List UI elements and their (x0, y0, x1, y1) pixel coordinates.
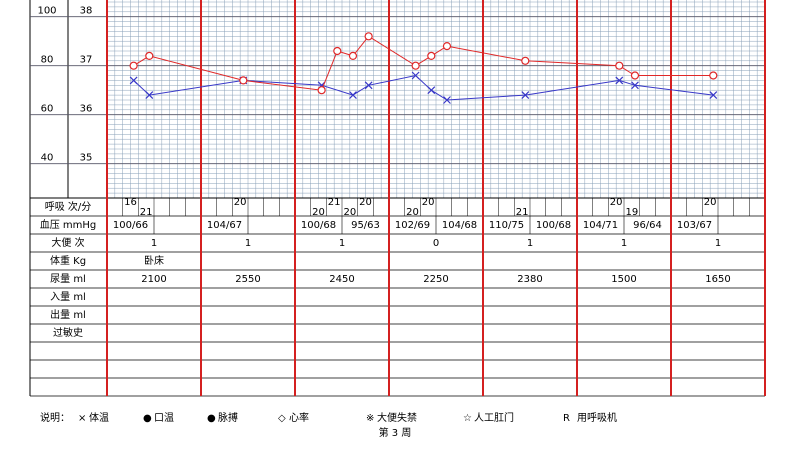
y2-tick-label: 80 (41, 55, 54, 66)
day-value: 2100 (141, 274, 166, 285)
row-label: 呼吸 次/分 (45, 200, 92, 213)
pulse-marker (411, 61, 420, 70)
y2-tick-label: 40 (41, 153, 54, 164)
pulse-marker (427, 51, 436, 61)
legend-title: 说明： (40, 411, 70, 424)
day-value: 2380 (517, 274, 542, 285)
day-value: 1650 (705, 274, 730, 285)
respiration-value: 20 (422, 197, 435, 208)
temp-marker (521, 91, 530, 100)
respiration-value: 16 (124, 197, 137, 208)
legend-text: 用呼吸机 (577, 411, 617, 424)
week-label: 第 3 周 (379, 426, 412, 439)
temp-marker (443, 96, 451, 104)
row-label: 入量 ml (50, 291, 86, 303)
legend-symbol: ● (143, 413, 152, 424)
day-value: 1500 (611, 274, 636, 285)
y-tick-label: 37 (80, 55, 93, 66)
day-value: 1 (621, 238, 627, 249)
respiration-value: 20 (406, 207, 419, 218)
row-label: 尿量 ml (50, 273, 86, 285)
respiration-value: 21 (140, 207, 153, 218)
respiration-value: 21 (516, 207, 529, 218)
bp-value: 102/69 (395, 220, 430, 231)
pulse-marker (615, 61, 624, 70)
row-label: 出量 ml (50, 308, 86, 321)
y-tick-label: 35 (80, 153, 93, 164)
bp-value: 100/66 (113, 220, 148, 231)
respiration-value: 20 (234, 197, 247, 208)
legend-symbol: ◇ (278, 413, 286, 424)
temp-marker (615, 76, 624, 85)
pulse-marker (630, 71, 640, 80)
day-value: 2550 (235, 274, 260, 285)
y2-tick-label: 60 (41, 104, 54, 115)
temp-marker (349, 91, 357, 100)
day-value: 2250 (423, 274, 448, 285)
row-label: 过敏史 (53, 326, 83, 339)
pulse-marker (348, 51, 358, 61)
bp-value: 95/63 (351, 220, 380, 231)
pulse-marker (333, 46, 342, 56)
respiration-value: 20 (343, 207, 356, 218)
pulse-marker (317, 86, 326, 95)
day-value: 1 (245, 238, 251, 249)
day-value: 2450 (329, 274, 354, 285)
respiration-value: 20 (359, 197, 372, 208)
legend-text: 口温 (154, 412, 174, 424)
day-value: 卧床 (144, 254, 164, 267)
temp-marker (709, 91, 718, 100)
day-value: 1 (151, 238, 157, 249)
pulse-marker (239, 76, 248, 85)
bp-value: 96/64 (633, 220, 662, 231)
bp-value: 100/68 (536, 220, 571, 231)
respiration-value: 20 (704, 197, 717, 208)
temp-marker (411, 71, 420, 80)
legend-symbol: ● (207, 413, 216, 424)
legend-symbol: R (563, 413, 570, 424)
bp-value: 100/68 (301, 220, 336, 231)
legend-symbol: × (78, 413, 86, 424)
pulse-marker (709, 71, 718, 80)
legend-text: 大便失禁 (377, 411, 417, 424)
temp-marker (631, 81, 639, 90)
day-value: 1 (339, 238, 345, 249)
legend-text: 体温 (89, 412, 109, 424)
temp-marker (364, 81, 373, 90)
y-tick-label: 36 (80, 104, 93, 115)
day-value: 1 (715, 238, 721, 249)
row-label: 血压 mmHg (40, 218, 97, 231)
respiration-value: 20 (312, 207, 325, 218)
series-line (133, 35, 714, 91)
respiration-value: 19 (625, 207, 638, 218)
day-value: 0 (433, 238, 439, 249)
bp-value: 104/71 (583, 220, 618, 231)
temp-marker (129, 76, 138, 85)
row-label: 体重 Kg (50, 254, 86, 267)
respiration-value: 21 (328, 197, 341, 208)
temp-marker (427, 86, 436, 95)
pulse-marker (145, 51, 154, 61)
series-line (133, 74, 714, 101)
temp-marker (145, 91, 154, 100)
pulse-marker (364, 32, 373, 41)
legend-text: 人工肛门 (474, 411, 514, 424)
y2-tick-label: 100 (37, 6, 56, 17)
respiration-value: 20 (610, 197, 623, 208)
bp-value: 104/67 (207, 220, 242, 231)
legend-symbol: ※ (366, 413, 374, 424)
bp-value: 110/75 (489, 220, 524, 231)
pulse-marker (129, 61, 138, 70)
pulse-marker (521, 56, 530, 65)
legend-text: 心率 (289, 411, 309, 424)
legend-text: 脉搏 (218, 411, 238, 424)
day-value: 1 (527, 238, 533, 249)
row-label: 大便 次 (51, 236, 84, 249)
y-tick-label: 38 (80, 6, 93, 17)
legend-symbol: ☆ (463, 413, 472, 424)
bp-value: 103/67 (677, 220, 712, 231)
bp-value: 104/68 (442, 220, 477, 231)
pulse-marker (442, 41, 452, 51)
